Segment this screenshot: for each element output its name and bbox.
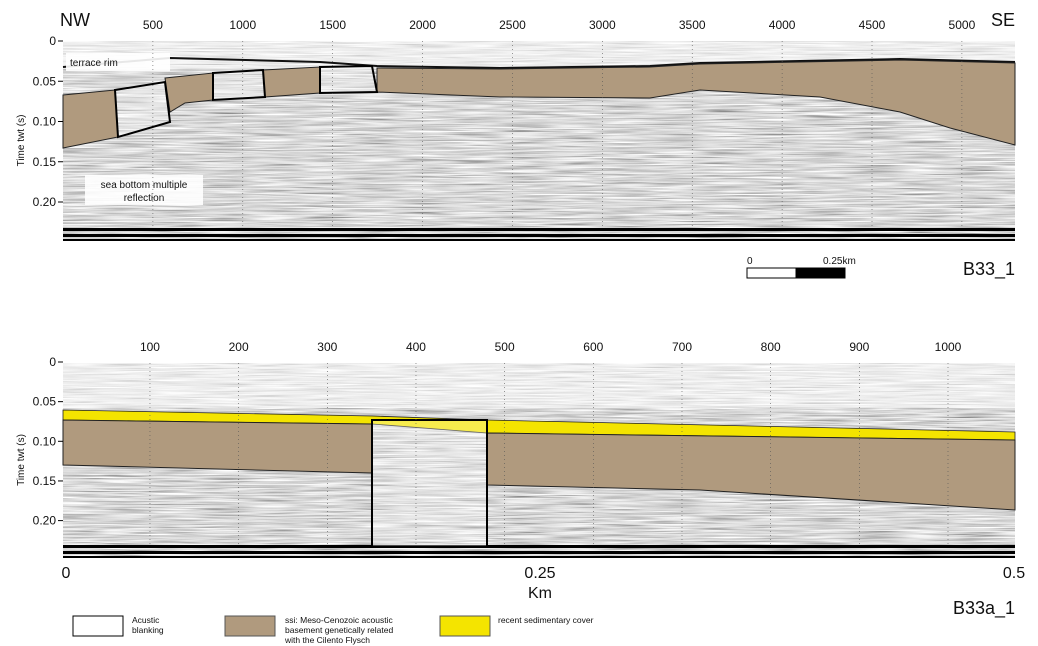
x-tick-label: 3500 bbox=[679, 18, 706, 32]
annotation: reflection bbox=[124, 193, 165, 204]
legend-swatch bbox=[72, 615, 124, 637]
x-axis-title: Km bbox=[528, 585, 552, 602]
bottom-stripes bbox=[63, 228, 1015, 241]
y-axis-title: Time twt (s) bbox=[16, 434, 27, 486]
x-tick-label: 600 bbox=[583, 340, 603, 354]
annotation-box bbox=[66, 53, 170, 71]
basement bbox=[62, 419, 373, 474]
section-1 bbox=[62, 41, 1016, 241]
direction-label: NW bbox=[60, 10, 90, 30]
x-tick-label: 400 bbox=[406, 340, 426, 354]
x-tick-label: 700 bbox=[672, 340, 692, 354]
legend-label: recent sedimentary cover bbox=[498, 615, 594, 625]
x-tick-label: 1500 bbox=[319, 18, 346, 32]
legend-label: basement genetically related bbox=[285, 625, 393, 635]
basement bbox=[62, 59, 1016, 149]
legend-label: Acustic bbox=[132, 615, 160, 625]
panel-id: B33a_1 bbox=[953, 598, 1015, 619]
y-tick-label: 0.10 bbox=[33, 115, 57, 129]
y-tick-label: 0 bbox=[49, 34, 56, 48]
direction-label: SE bbox=[991, 10, 1015, 30]
panel-id: B33_1 bbox=[963, 259, 1015, 280]
bottom-stripes bbox=[63, 545, 1015, 558]
annotation-box bbox=[85, 175, 203, 205]
x-tick-label: 0.5 bbox=[1003, 565, 1025, 582]
acoustic-blanking bbox=[371, 419, 488, 548]
x-tick-label: 100 bbox=[140, 340, 160, 354]
annotation: terrace rim bbox=[70, 58, 118, 69]
y-tick-label: 0.15 bbox=[33, 155, 57, 169]
x-tick-label: 2500 bbox=[499, 18, 526, 32]
x-tick-label: 500 bbox=[143, 18, 163, 32]
x-tick-label: 4500 bbox=[859, 18, 886, 32]
scale-bar bbox=[746, 267, 846, 279]
x-tick-label: 3000 bbox=[589, 18, 616, 32]
y-axis-title: Time twt (s) bbox=[16, 115, 27, 167]
annotation: sea bottom multiple bbox=[101, 180, 188, 191]
legend-swatch bbox=[224, 615, 276, 637]
acoustic-blanking bbox=[113, 64, 379, 139]
y-tick-label: 0 bbox=[49, 355, 56, 369]
x-tick-label: 1000 bbox=[935, 340, 962, 354]
x-tick-label: 1000 bbox=[229, 18, 256, 32]
x-tick-label: 0.25 bbox=[524, 565, 555, 582]
legend-label: ssi: Meso-Cenozoic acoustic bbox=[285, 615, 393, 625]
y-tick-label: 0.15 bbox=[33, 474, 57, 488]
x-tick-label: 300 bbox=[317, 340, 337, 354]
x-tick-label: 800 bbox=[761, 340, 781, 354]
scale-label: 0 bbox=[747, 256, 753, 267]
y-tick-label: 0.10 bbox=[33, 434, 57, 448]
y-tick-label: 0.05 bbox=[33, 74, 57, 88]
x-tick-label: 900 bbox=[849, 340, 869, 354]
section-2 bbox=[62, 363, 1016, 558]
sea-floor bbox=[62, 56, 1016, 70]
x-tick-label: 0 bbox=[62, 565, 71, 582]
x-tick-label: 2000 bbox=[409, 18, 436, 32]
x-tick-label: 500 bbox=[495, 340, 515, 354]
water-column bbox=[63, 363, 1015, 408]
legend-label: with the Cilento Flysch bbox=[284, 635, 370, 645]
y-tick-label: 0.20 bbox=[33, 195, 57, 209]
scale-label: 0.25km bbox=[823, 256, 856, 267]
x-tick-label: 5000 bbox=[949, 18, 976, 32]
x-tick-label: 200 bbox=[229, 340, 249, 354]
y-tick-label: 0.05 bbox=[33, 395, 57, 409]
x-tick-label: 4000 bbox=[769, 18, 796, 32]
legend-label: blanking bbox=[132, 625, 164, 635]
legend-swatch bbox=[439, 615, 491, 637]
y-tick-label: 0.20 bbox=[33, 514, 57, 528]
